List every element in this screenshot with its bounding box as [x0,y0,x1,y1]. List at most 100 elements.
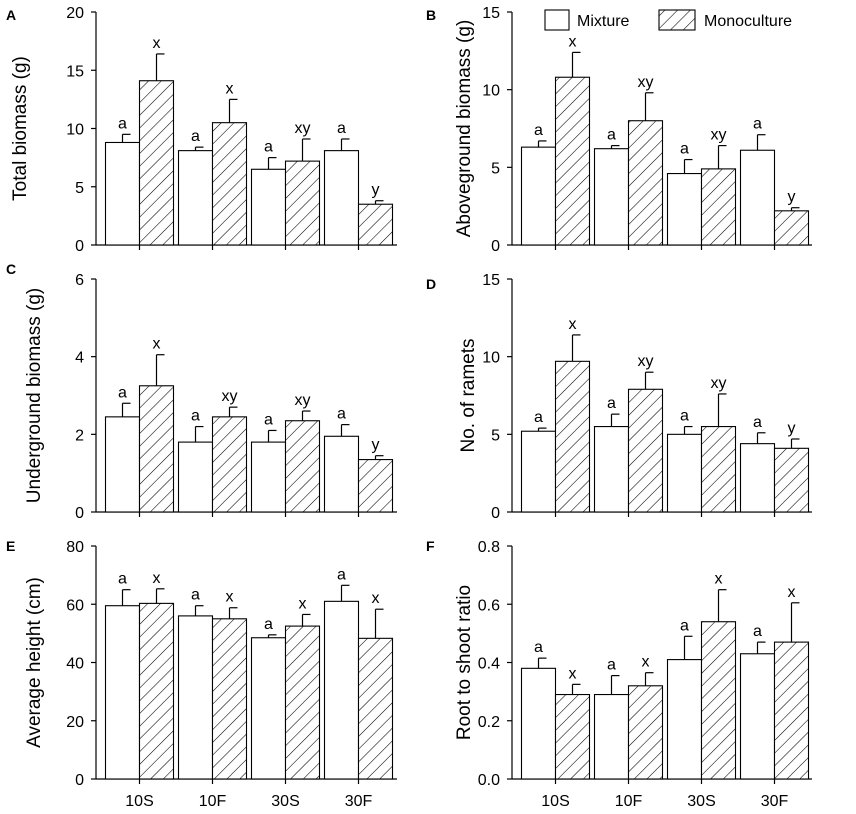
bar-monoculture-10s [554,693,591,780]
bar-monoculture-10f [627,685,664,780]
bar-mixture-30s [250,168,287,246]
significance-label: a [191,408,200,425]
bar-monoculture-30s [700,168,737,246]
y-tick-label: 20 [66,5,84,22]
significance-label: xy [638,353,654,370]
panel-letter-b: B [426,7,436,23]
significance-label: x [569,316,577,333]
significance-label: a [264,139,273,156]
bar-monoculture-30f [773,641,810,780]
significance-label: a [607,657,616,674]
significance-label: xy [295,120,311,137]
bar-mixture-30f [323,600,360,780]
significance-label: y [372,437,380,454]
bar-monoculture-30f [773,210,810,246]
x-tick-label-30f: 30F [345,793,373,810]
y-tick-label: 80 [66,539,84,556]
significance-label: y [788,420,796,437]
bar-monoculture-10s [554,76,591,246]
significance-label: a [191,587,200,604]
bar-mixture-30s [250,441,287,513]
bar-mixture-10f [177,615,214,780]
significance-label: a [680,617,689,634]
bar-mixture-30s [666,659,703,780]
y-tick-label: 6 [75,272,84,289]
y-tick-label: 0 [75,238,84,255]
significance-label: x [569,33,577,50]
x-tick-label-30s: 30S [687,793,715,810]
significance-label: xy [222,388,238,405]
y-tick-label: 5 [491,160,500,177]
panel-letter-f: F [426,538,435,554]
significance-label: a [118,384,127,401]
significance-label: y [788,189,796,206]
significance-label: y [372,182,380,199]
panel-letter-c: C [6,261,16,277]
significance-label: x [372,590,380,607]
significance-label: a [337,406,346,423]
significance-label: a [191,128,200,145]
y-tick-label: 0 [491,238,500,255]
y-axis-label: No. of ramets [458,338,479,452]
y-tick-label: 15 [66,63,84,80]
significance-label: a [264,411,273,428]
significance-label: a [607,127,616,144]
y-tick-label: 0.6 [478,597,500,614]
y-tick-label: 0.8 [478,539,500,556]
significance-label: x [226,80,234,97]
legend-swatch-mixture [544,9,570,31]
legend-label-monoculture: Monoculture [704,13,792,30]
significance-label: x [299,595,307,612]
significance-label: x [153,35,161,52]
y-tick-label: 0.2 [478,714,500,731]
x-tick-label-30s: 30S [271,793,299,810]
significance-label: a [680,408,689,425]
panel-letter-a: A [6,7,16,23]
bar-monoculture-30s [284,625,321,780]
bar-monoculture-30f [357,203,394,246]
y-axis-label: Underground biomass (g) [24,288,45,503]
significance-label: x [715,571,723,588]
significance-label: x [153,336,161,353]
significance-label: a [118,571,127,588]
y-axis-label: Total biomass (g) [10,56,31,201]
y-tick-label: 15 [482,272,500,289]
bar-mixture-30f [323,435,360,513]
y-tick-label: 5 [491,427,500,444]
y-tick-label: 15 [482,5,500,22]
significance-label: xy [295,392,311,409]
y-tick-label: 0 [75,505,84,522]
bar-monoculture-30f [357,637,394,780]
panel-d: D No. of ramets 0 5 10 15 a a a a x xy xy y [426,272,812,522]
bar-mixture-30s [666,433,703,513]
significance-label: x [788,584,796,601]
panel-e: E Average height (cm) 0 20 40 60 80 10S 10F 30S 30… [6,538,397,810]
y-axis-label: Aboveground biomass (g) [454,20,475,238]
panel-letter-e: E [6,538,15,554]
bar-monoculture-10f [211,416,248,513]
panel-f: F Root to shoot ratio 0.0 0.2 0.4 0.6 0.8 10S 10… [426,538,812,810]
significance-label: a [753,623,762,640]
x-tick-label-10f: 10F [199,793,227,810]
bar-mixture-10s [104,141,141,246]
y-tick-label: 0.0 [478,772,500,789]
y-tick-label: 60 [66,597,84,614]
bar-mixture-30f [739,443,776,513]
significance-label: a [534,639,543,656]
y-tick-label: 10 [66,122,84,139]
y-tick-label: 40 [66,656,84,673]
significance-label: a [264,616,273,633]
legend-label-mixture: Mixture [577,13,630,30]
bar-mixture-10s [520,430,557,513]
y-tick-label: 5 [75,180,84,197]
bar-mixture-30s [666,172,703,246]
significance-label: x [226,589,234,606]
significance-label: a [680,141,689,158]
y-tick-label: 20 [66,714,84,731]
panel-letter-d: D [426,276,436,292]
x-tick-label-10f: 10F [615,793,643,810]
y-tick-label: 0 [75,772,84,789]
bar-monoculture-10f [211,618,248,780]
significance-label: x [569,665,577,682]
